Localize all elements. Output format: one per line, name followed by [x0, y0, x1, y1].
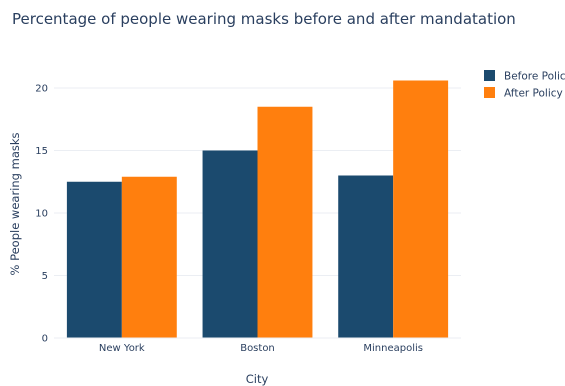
bars: [66, 80, 449, 338]
y-tick-label: 20: [35, 84, 48, 95]
legend-label: After Policy: [504, 88, 563, 100]
bar-before-policy-new-york: [66, 181, 122, 338]
legend-swatch: [484, 87, 495, 98]
bar-before-policy-minneapolis: [338, 175, 394, 338]
bar-before-policy-boston: [202, 150, 258, 338]
legend-label: Before Policy: [504, 71, 565, 83]
y-axis-title: % People wearing masks: [8, 132, 22, 275]
y-tick-label: 0: [42, 334, 48, 345]
bar-after-policy-minneapolis: [393, 80, 449, 338]
legend: Before Policy After Policy: [484, 70, 565, 100]
x-tick-label: Minneapolis: [363, 343, 423, 354]
chart-title: Percentage of people wearing masks befor…: [12, 10, 516, 28]
y-axis-ticks: 0 5 10 15 20: [35, 84, 48, 345]
x-tick-label: Boston: [240, 343, 275, 354]
x-axis-ticks: New York Boston Minneapolis: [99, 343, 423, 354]
bar-after-policy-boston: [257, 106, 313, 338]
bar-after-policy-new-york: [121, 176, 177, 338]
y-tick-label: 5: [42, 271, 48, 282]
x-axis-title: City: [246, 372, 269, 386]
y-tick-label: 10: [35, 209, 48, 220]
y-tick-label: 15: [35, 146, 48, 157]
legend-swatch: [484, 70, 495, 81]
x-tick-label: New York: [99, 343, 145, 354]
